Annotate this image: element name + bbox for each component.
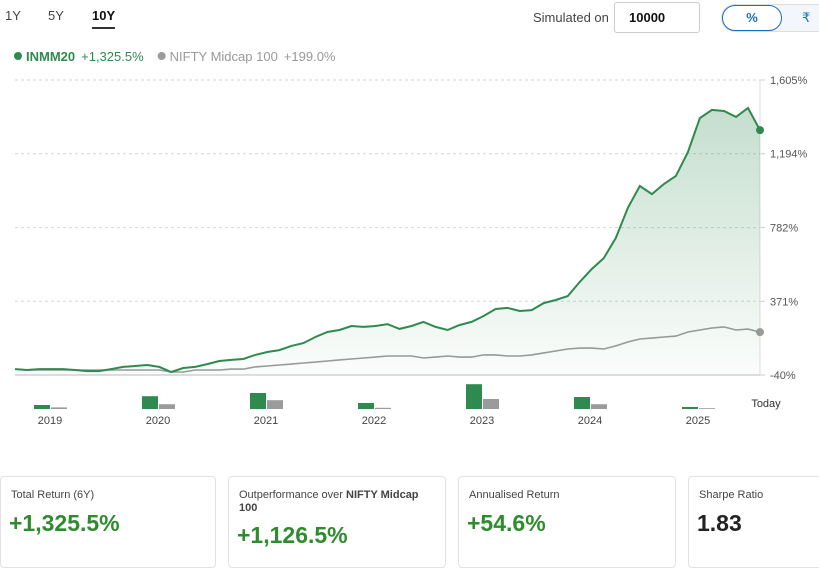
card-value: +1,325.5%: [9, 510, 120, 536]
annual-bar: [267, 400, 283, 409]
card-label: Annualised Return: [469, 489, 560, 501]
card-label-text: Outperformance over: [239, 489, 343, 501]
range-tab[interactable]: 5Y: [48, 8, 64, 23]
percent-toggle[interactable]: %: [722, 5, 782, 31]
rupee-toggle[interactable]: ₹: [802, 10, 811, 25]
card-label-bold: NIFTY Midcap 100: [239, 489, 419, 514]
annual-bar: [483, 399, 499, 409]
annual-bar: [250, 393, 266, 409]
annual-bar: [51, 407, 67, 409]
stat-card: Annualised Return +54.6%: [458, 476, 676, 568]
annual-bar: [574, 397, 590, 409]
card-label: Sharpe Ratio: [699, 489, 764, 501]
x-tick-label: 2025: [686, 415, 710, 427]
annual-bar: [142, 396, 158, 409]
legend-value: +199.0%: [284, 49, 336, 64]
line: [14, 106, 761, 374]
range-tab[interactable]: 1Y: [5, 8, 21, 23]
end-label: Today: [751, 398, 781, 410]
annual-bar: [699, 408, 715, 409]
x-tick-label: 2019: [38, 415, 62, 427]
y-tick-label: 371%: [770, 296, 798, 308]
legend-dot: [14, 52, 22, 60]
annual-bar: [34, 405, 50, 409]
mode-toggle: % ₹: [721, 4, 819, 32]
chart: INMM20 +1,325.5% NIFTY Midcap 100 +199.0% 1,…: [14, 49, 808, 427]
range-tab[interactable]: 10Y: [92, 8, 116, 29]
legend-name: NIFTY Midcap 100: [170, 49, 278, 64]
card-label: Total Return (6Y): [11, 489, 95, 501]
y-tick-label: -40%: [770, 370, 796, 382]
card-value: +1,126.5%: [237, 522, 348, 548]
annual-bar: [159, 404, 175, 409]
amount-input[interactable]: 10000: [614, 2, 700, 33]
stat-card: Sharpe Ratio 1.83: [688, 476, 819, 568]
area: [15, 108, 760, 375]
card-value: 1.83: [697, 510, 742, 536]
y-tick-label: 1,194%: [770, 149, 808, 161]
legend-dot: [157, 52, 166, 60]
annual-bar: [682, 407, 698, 409]
legend-name: INMM20: [26, 49, 75, 64]
annual-bar: [591, 404, 607, 409]
annual-bar: [375, 407, 391, 409]
x-tick-label: 2023: [470, 415, 494, 427]
stat-card: Outperformance over NIFTY Midcap 100 +1,…: [228, 476, 446, 568]
stat-card: Total Return (6Y) +1,325.5%: [0, 476, 216, 568]
end-dot: [756, 126, 764, 135]
y-tick-label: 782%: [770, 223, 798, 235]
legend-value: +1,325.5%: [81, 49, 144, 64]
card-value: +54.6%: [467, 510, 546, 536]
x-tick-label: 2021: [254, 415, 278, 427]
x-tick-label: 2022: [362, 415, 386, 427]
simulated-label: Simulated on: [533, 10, 609, 25]
x-tick-label: 2024: [578, 415, 602, 427]
y-tick-label: 1,605%: [770, 75, 808, 87]
card-label: Outperformance over NIFTY Midcap 100: [239, 489, 439, 515]
annual-bar: [358, 403, 374, 409]
annual-bar: [466, 384, 482, 409]
x-tick-label: 2020: [146, 415, 170, 427]
